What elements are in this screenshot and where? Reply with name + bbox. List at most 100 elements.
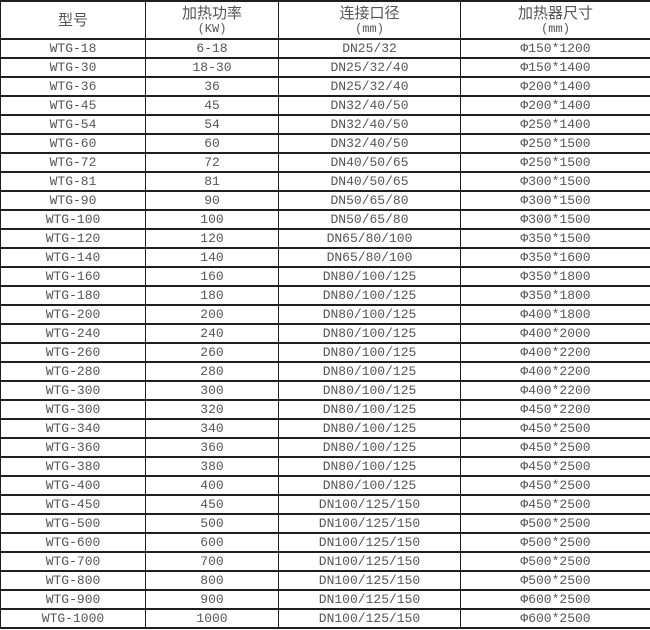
size-cell: Φ450*2500 bbox=[460, 475, 650, 496]
power-cell: 90 bbox=[145, 190, 279, 211]
size-cell: Φ450*2500 bbox=[460, 456, 650, 477]
size-cell: Φ350*1800 bbox=[460, 266, 650, 287]
table-row: WTG-800 800 DN100/125/150 Φ500*2500 bbox=[0, 570, 650, 591]
model-cell: WTG-180 bbox=[0, 285, 146, 306]
diameter-cell: DN100/125/150 bbox=[278, 589, 461, 610]
table-row: WTG-300 300 DN80/100/125 Φ400*2200 bbox=[0, 380, 650, 401]
diameter-cell: DN25/32/40 bbox=[278, 57, 461, 78]
model-cell: WTG-18 bbox=[0, 38, 146, 59]
diameter-cell: DN80/100/125 bbox=[278, 323, 461, 344]
size-cell: Φ200*1400 bbox=[460, 76, 650, 97]
diameter-cell: DN80/100/125 bbox=[278, 380, 461, 401]
diameter-cell: DN65/80/100 bbox=[278, 247, 461, 268]
power-cell: 18-30 bbox=[145, 57, 279, 78]
diameter-cell: DN50/65/80 bbox=[278, 190, 461, 211]
table-row: WTG-380 380 DN80/100/125 Φ450*2500 bbox=[0, 456, 650, 477]
size-cell: Φ450*2200 bbox=[460, 399, 650, 420]
table-row: WTG-90 90 DN50/65/80 Φ300*1500 bbox=[0, 190, 650, 211]
power-cell: 140 bbox=[145, 247, 279, 268]
column-label: 连接口径 bbox=[339, 4, 400, 22]
column-label: 加热器尺寸 bbox=[517, 4, 593, 22]
size-cell: Φ300*1500 bbox=[460, 190, 650, 211]
diameter-cell: DN80/100/125 bbox=[278, 437, 461, 458]
power-cell: 200 bbox=[145, 304, 279, 325]
size-cell: Φ500*2500 bbox=[460, 570, 650, 591]
model-cell: WTG-260 bbox=[0, 342, 146, 363]
size-cell: Φ600*2500 bbox=[460, 608, 650, 629]
diameter-cell: DN100/125/150 bbox=[278, 570, 461, 591]
diameter-cell: DN80/100/125 bbox=[278, 342, 461, 363]
power-cell: 81 bbox=[145, 171, 279, 192]
table-row: WTG-240 240 DN80/100/125 Φ400*2000 bbox=[0, 323, 650, 344]
model-cell: WTG-30 bbox=[0, 57, 146, 78]
header-row: 型号 加热功率 (KW) 连接口径 (mm) 加热器尺寸 (mm) bbox=[0, 0, 650, 40]
table-row: WTG-280 280 DN80/100/125 Φ400*2200 bbox=[0, 361, 650, 382]
model-cell: WTG-100 bbox=[0, 209, 146, 230]
size-cell: Φ300*1500 bbox=[460, 209, 650, 230]
diameter-cell: DN25/32 bbox=[278, 38, 461, 59]
power-cell: 72 bbox=[145, 152, 279, 173]
power-cell: 160 bbox=[145, 266, 279, 287]
table-row: WTG-30 18-30 DN25/32/40 Φ150*1400 bbox=[0, 57, 650, 78]
diameter-cell: DN80/100/125 bbox=[278, 456, 461, 477]
table-row: WTG-400 400 DN80/100/125 Φ450*2500 bbox=[0, 475, 650, 496]
column-label: 加热功率 bbox=[181, 4, 242, 22]
model-cell: WTG-120 bbox=[0, 228, 146, 249]
table-row: WTG-700 700 DN100/125/150 Φ500*2500 bbox=[0, 551, 650, 572]
table-row: WTG-260 260 DN80/100/125 Φ400*2200 bbox=[0, 342, 650, 363]
power-cell: 320 bbox=[145, 399, 279, 420]
power-cell: 400 bbox=[145, 475, 279, 496]
size-cell: Φ350*1800 bbox=[460, 285, 650, 306]
column-unit: (mm) bbox=[355, 21, 384, 36]
model-cell: WTG-1000 bbox=[0, 608, 146, 629]
column-label: 型号 bbox=[57, 11, 88, 29]
power-cell: 240 bbox=[145, 323, 279, 344]
power-cell: 6-18 bbox=[145, 38, 279, 59]
diameter-cell: DN100/125/150 bbox=[278, 513, 461, 534]
size-cell: Φ250*1500 bbox=[460, 152, 650, 173]
power-cell: 45 bbox=[145, 95, 279, 116]
table-row: WTG-18 6-18 DN25/32 Φ150*1200 bbox=[0, 38, 650, 59]
power-cell: 600 bbox=[145, 532, 279, 553]
power-cell: 360 bbox=[145, 437, 279, 458]
size-cell: Φ400*2000 bbox=[460, 323, 650, 344]
table-row: WTG-450 450 DN100/125/150 Φ450*2500 bbox=[0, 494, 650, 515]
table-row: WTG-45 45 DN32/40/50 Φ200*1400 bbox=[0, 95, 650, 116]
diameter-cell: DN32/40/50 bbox=[278, 95, 461, 116]
model-cell: WTG-72 bbox=[0, 152, 146, 173]
model-cell: WTG-340 bbox=[0, 418, 146, 439]
table-row: WTG-340 340 DN80/100/125 Φ450*2500 bbox=[0, 418, 650, 439]
size-cell: Φ400*2200 bbox=[460, 342, 650, 363]
diameter-cell: DN32/40/50 bbox=[278, 133, 461, 154]
model-cell: WTG-360 bbox=[0, 437, 146, 458]
diameter-cell: DN80/100/125 bbox=[278, 399, 461, 420]
size-cell: Φ250*1400 bbox=[460, 114, 650, 135]
spec-table-body: WTG-18 6-18 DN25/32 Φ150*1200 WTG-30 18-30 DN2… bbox=[0, 38, 650, 629]
size-cell: Φ400*2200 bbox=[460, 380, 650, 401]
size-cell: Φ350*1600 bbox=[460, 247, 650, 268]
size-cell: Φ400*2200 bbox=[460, 361, 650, 382]
model-cell: WTG-36 bbox=[0, 76, 146, 97]
table-row: WTG-500 500 DN100/125/150 Φ500*2500 bbox=[0, 513, 650, 534]
diameter-cell: DN32/40/50 bbox=[278, 114, 461, 135]
diameter-cell: DN100/125/150 bbox=[278, 551, 461, 572]
size-cell: Φ300*1500 bbox=[460, 171, 650, 192]
table-row: WTG-100 100 DN50/65/80 Φ300*1500 bbox=[0, 209, 650, 230]
table-row: WTG-900 900 DN100/125/150 Φ600*2500 bbox=[0, 589, 650, 610]
model-cell: WTG-54 bbox=[0, 114, 146, 135]
column-unit: (KW) bbox=[197, 21, 227, 36]
model-cell: WTG-400 bbox=[0, 475, 146, 496]
model-cell: WTG-240 bbox=[0, 323, 146, 344]
diameter-cell: DN40/50/65 bbox=[278, 171, 461, 192]
power-cell: 500 bbox=[145, 513, 279, 534]
column-header-model: 型号 bbox=[0, 0, 146, 40]
diameter-cell: DN100/125/150 bbox=[278, 608, 461, 629]
table-row: WTG-120 120 DN65/80/100 Φ350*1500 bbox=[0, 228, 650, 249]
model-cell: WTG-160 bbox=[0, 266, 146, 287]
table-row: WTG-160 160 DN80/100/125 Φ350*1800 bbox=[0, 266, 650, 287]
spec-table-header: 型号 加热功率 (KW) 连接口径 (mm) 加热器尺寸 (mm) bbox=[0, 0, 650, 40]
table-row: WTG-81 81 DN40/50/65 Φ300*1500 bbox=[0, 171, 650, 192]
table-row: WTG-72 72 DN40/50/65 Φ250*1500 bbox=[0, 152, 650, 173]
diameter-cell: DN80/100/125 bbox=[278, 361, 461, 382]
diameter-cell: DN100/125/150 bbox=[278, 494, 461, 515]
